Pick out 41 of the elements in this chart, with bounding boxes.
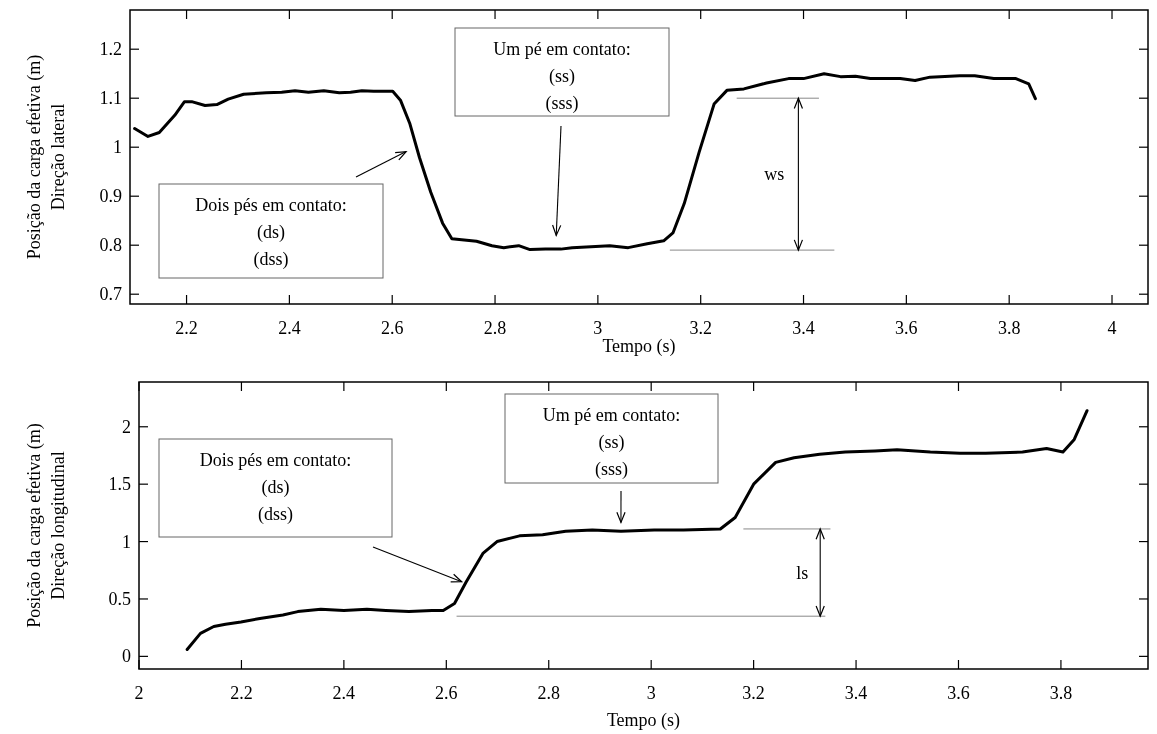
y-tick-label: 0.9 xyxy=(99,186,122,207)
x-tick-label: 3.8 xyxy=(997,318,1021,338)
x-tick-label: 2.2 xyxy=(175,318,198,338)
x-tick-label: 2.8 xyxy=(537,683,560,703)
x-tick-label: 2.4 xyxy=(278,318,301,338)
x-tick-label: 3.2 xyxy=(689,318,712,338)
x-tick-label: 3 xyxy=(646,683,656,703)
y-tick-label: 0.5 xyxy=(108,588,131,609)
x-tick-label: 3 xyxy=(593,318,603,338)
annotation: Dois pés em contato: (ds) (dss) xyxy=(195,195,347,270)
x-tick-label: 2.4 xyxy=(332,683,356,703)
annotation: ls xyxy=(796,562,809,583)
y-axis-title: Posição da carga efetiva (m) Direção longitudinal xyxy=(24,423,68,628)
line-series xyxy=(185,409,1089,651)
y-axis-title: Posição da carga efetiva (m) Direção lateral xyxy=(24,54,68,260)
x-axis-title: Tempo (s) xyxy=(606,710,681,731)
x-axis-title: Tempo (s) xyxy=(602,336,676,357)
x-tick-label: 2.8 xyxy=(483,318,507,338)
annotation: Um pé em contato: (ss) (sss) xyxy=(493,39,631,114)
x-tick-label: 2.6 xyxy=(435,683,458,703)
y-tick-label: 1.5 xyxy=(108,474,131,495)
annotation: ws xyxy=(764,164,785,185)
y-tick-label: 0.8 xyxy=(99,235,122,256)
x-tick-label: 2.6 xyxy=(380,318,404,338)
x-tick-label: 3.2 xyxy=(742,683,765,703)
x-tick-label: 3.4 xyxy=(792,318,815,338)
x-tick-label: 3.4 xyxy=(844,683,868,703)
y-tick-label: 0 xyxy=(122,646,131,667)
x-tick-label: 3.6 xyxy=(895,318,918,338)
annotation: Dois pés em contato: (ds) (dss) xyxy=(199,450,352,525)
x-tick-label: 4 xyxy=(1107,318,1117,338)
x-tick-label: 2.2 xyxy=(230,683,253,703)
y-tick-label: 1 xyxy=(122,531,131,552)
x-tick-label: 3.6 xyxy=(947,683,970,703)
x-tick-label: 3.8 xyxy=(1049,683,1073,703)
y-tick-label: 0.7 xyxy=(99,284,122,305)
y-tick-label: 1 xyxy=(113,137,122,158)
y-tick-label: 1.1 xyxy=(99,88,122,109)
y-tick-label: 2 xyxy=(122,416,131,437)
y-tick-label: 1.2 xyxy=(99,39,122,60)
annotation: Um pé em contato: (ss) (sss) xyxy=(542,405,681,480)
